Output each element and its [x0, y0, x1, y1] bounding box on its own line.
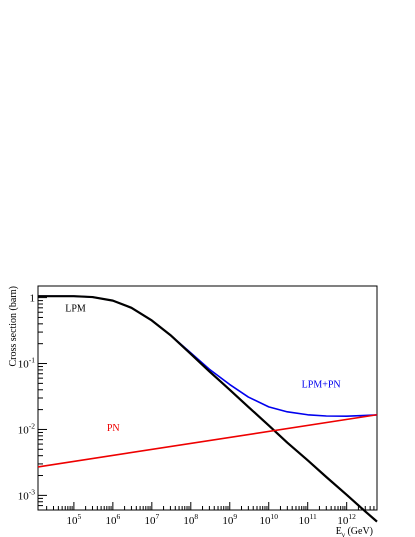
- y-axis-label: Cross section (barn): [8, 286, 19, 367]
- x-axis-label: Eγ (GeV): [336, 526, 373, 537]
- axis-ticks: [38, 297, 378, 511]
- y-tick-label: 1: [30, 293, 36, 305]
- annotation-pn: PN: [107, 423, 120, 434]
- tick-labels: 105 106 107 108 109 1010 1011 1012 1 10-1 10-2 10-3: [18, 293, 356, 527]
- x-tick-label: 107: [144, 512, 159, 527]
- annotation-lpm: LPM: [65, 303, 86, 314]
- y-tick-label: 10-3: [18, 487, 35, 502]
- y-tick-label: 10-2: [18, 421, 35, 436]
- y-tick-label: 10-1: [18, 356, 35, 371]
- annotation-lpm-pn: LPM+PN: [302, 380, 341, 391]
- x-tick-label: 106: [105, 512, 120, 527]
- x-tick-label: 105: [67, 512, 82, 527]
- x-tick-label: 1010: [259, 512, 278, 527]
- x-tick-label: 108: [183, 512, 198, 527]
- series-lines: [37, 295, 378, 523]
- x-tick-label: 1012: [337, 512, 356, 527]
- x-tick-label: 109: [222, 512, 237, 527]
- series-annotations: LPM LPM+PN PN: [65, 303, 340, 434]
- series-line-lpm: [38, 295, 378, 523]
- x-tick-label: 1011: [299, 512, 317, 527]
- series-line-pn: [37, 413, 378, 468]
